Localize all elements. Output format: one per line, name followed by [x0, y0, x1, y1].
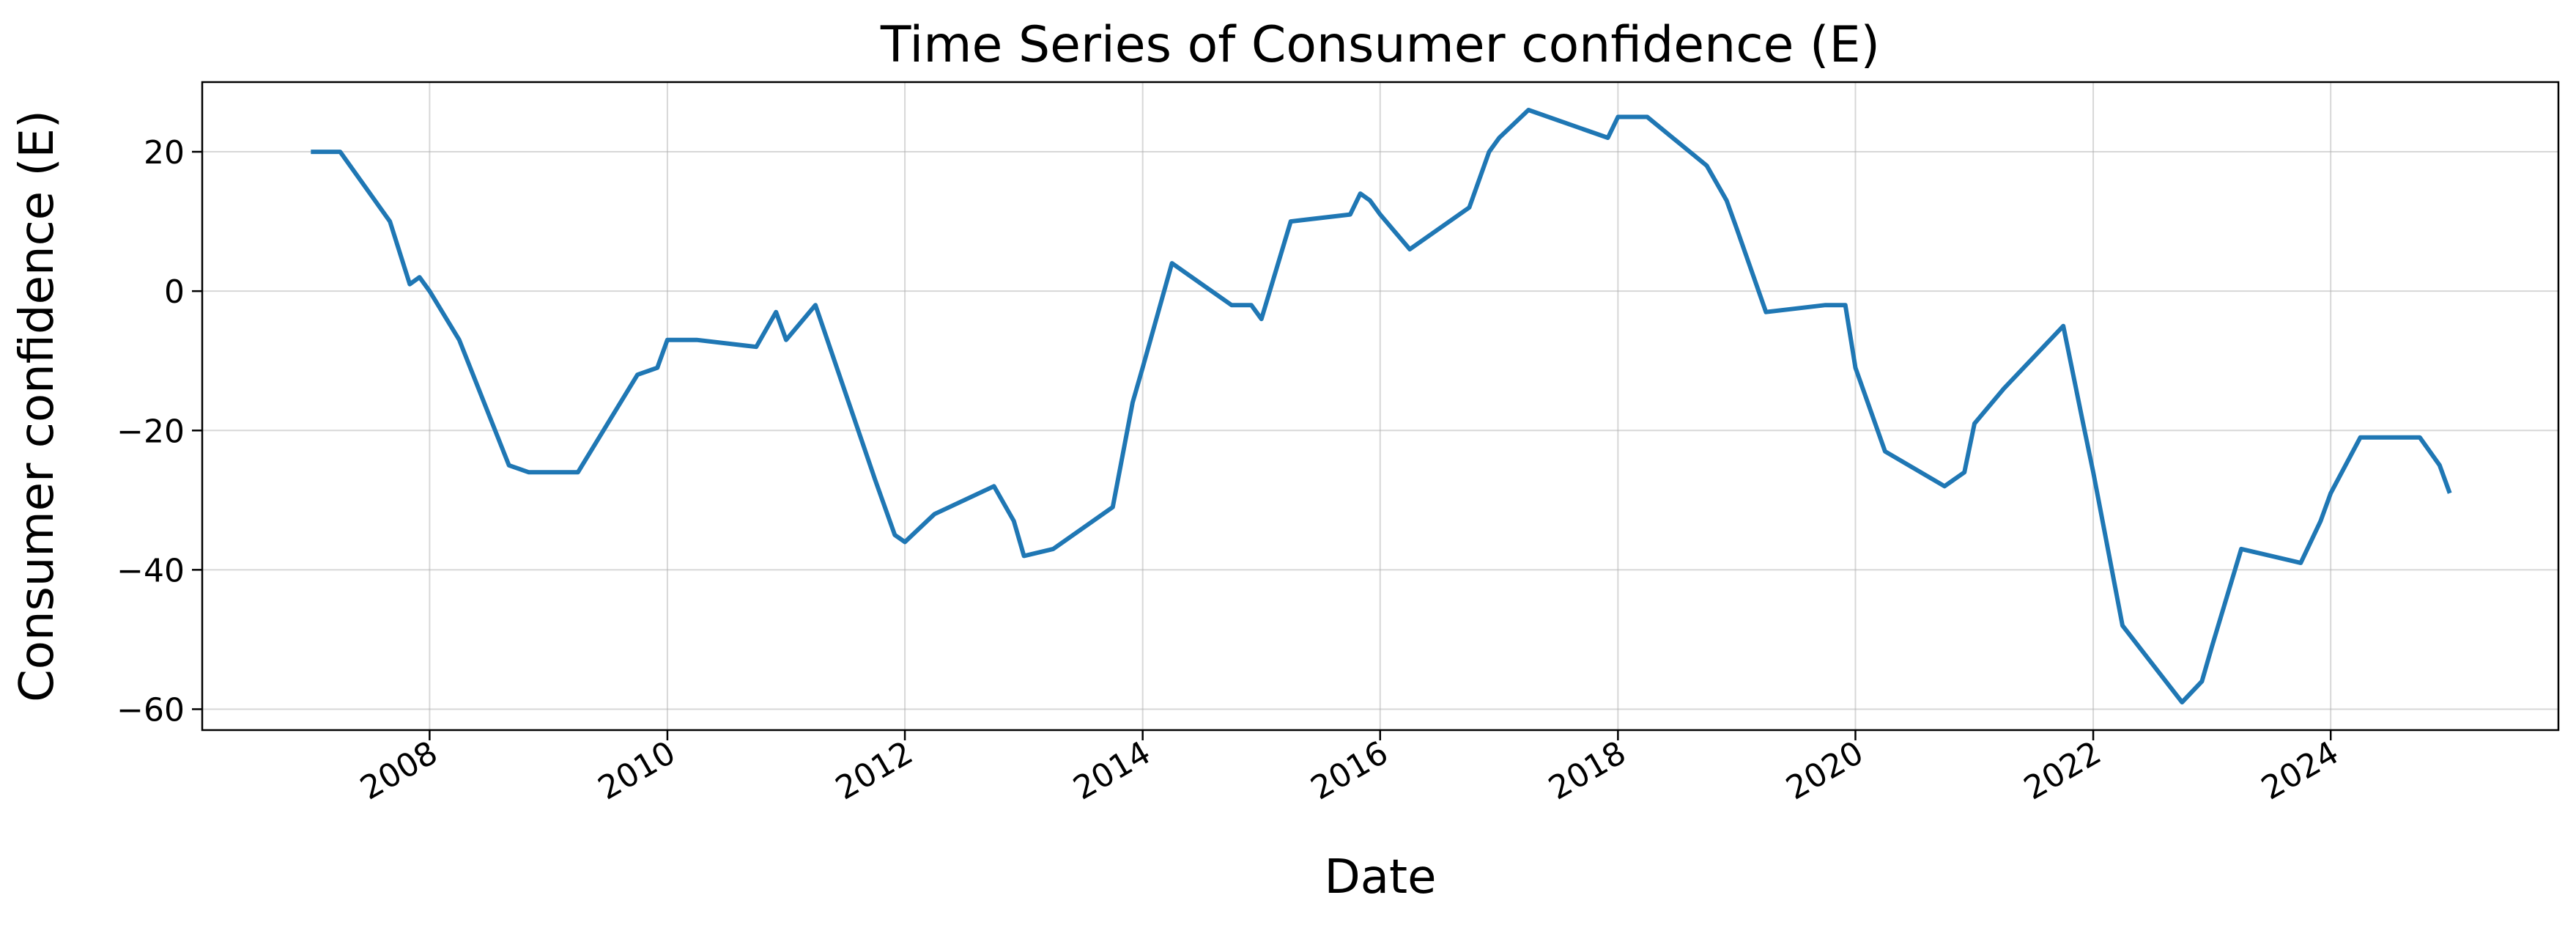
series-line — [311, 108, 2452, 704]
y-tick-label: 20 — [144, 134, 185, 172]
y-tick-label: 0 — [164, 273, 185, 311]
x-axis-label: Date — [1325, 850, 1437, 905]
y-axis-label: Consumer confidence (E) — [10, 110, 64, 702]
y-tick-label: −20 — [116, 413, 185, 450]
y-tick-label: −60 — [116, 691, 185, 729]
grid-lines — [202, 82, 2558, 730]
y-tick-label: −40 — [116, 552, 185, 589]
series-layer — [311, 108, 2452, 704]
chart-title: Time Series of Consumer confidence (E) — [880, 16, 1880, 74]
